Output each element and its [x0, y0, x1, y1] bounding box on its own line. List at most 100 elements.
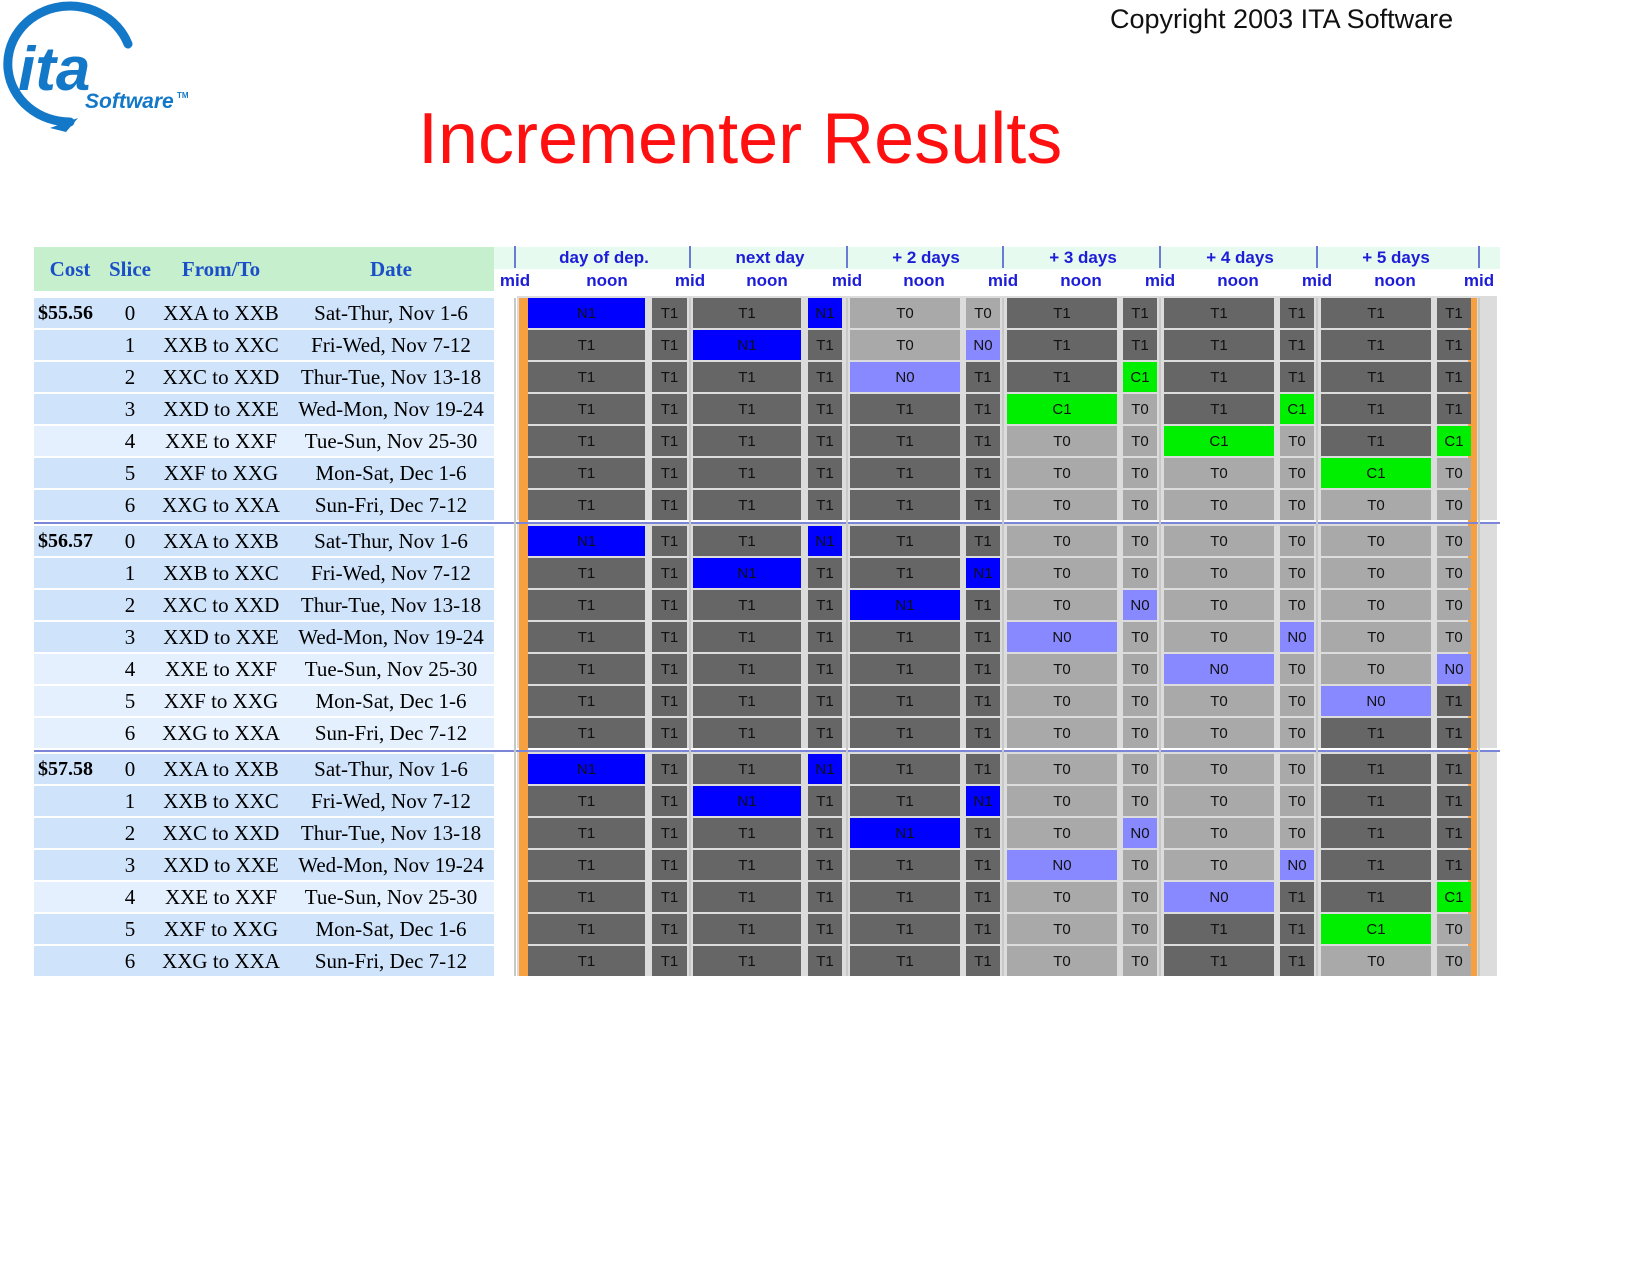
date-label: Sun-Fri, Dec 7-12 [314, 721, 468, 745]
fare-cell-bg [850, 526, 960, 556]
fare-cell-bg [652, 526, 687, 556]
fare-cell-bg [1321, 946, 1431, 976]
fare-cell-bg [1437, 850, 1471, 880]
fare-cell: T1 [1445, 760, 1463, 778]
date-label: Mon-Sat, Dec 1-6 [315, 917, 467, 941]
fare-cell-bg [1437, 330, 1471, 360]
mid-label-2: mid [831, 271, 863, 290]
slice-number: 4 [124, 429, 136, 453]
fare-cell: T1 [577, 464, 596, 482]
fare-cell: T0 [1210, 692, 1228, 710]
fare-cell: T1 [1367, 856, 1385, 874]
fare-cell-bg [1123, 850, 1157, 880]
noon-label-0: noon [586, 271, 628, 290]
route-label: XXG to XXA [162, 949, 280, 973]
fare-cell-bg [693, 298, 801, 328]
fare-cell-bg [808, 330, 842, 360]
route-label: XXD to XXE [163, 397, 279, 421]
fare-cell: T1 [660, 464, 679, 482]
fare-cell-bg [693, 818, 801, 848]
fare-cell: T1 [577, 400, 596, 418]
fare-cell: T1 [738, 532, 756, 550]
fare-cell-bg [1007, 654, 1117, 684]
fare-cell-bg [652, 850, 687, 880]
from-to-header: From/To [181, 257, 261, 281]
fare-cell-bg [1280, 622, 1314, 652]
fare-cell: T1 [974, 824, 992, 842]
fare-cell-bg [652, 426, 687, 456]
slice-number: 5 [124, 689, 136, 713]
fare-cell-bg [528, 330, 645, 360]
fare-cell: T1 [660, 792, 679, 810]
fare-cell-bg [1321, 622, 1431, 652]
date-label: Wed-Mon, Nov 19-24 [298, 397, 484, 421]
mid-label-0: mid [499, 271, 531, 290]
fare-cell-bg [1164, 850, 1274, 880]
fare-cell: T1 [1210, 336, 1228, 354]
fare-cell: T1 [1131, 304, 1149, 322]
fare-cell: T0 [1367, 660, 1385, 678]
fare-cell: N0 [1287, 628, 1307, 646]
left-orange-edge [519, 298, 528, 976]
fare-cell: T1 [577, 596, 596, 614]
fare-cell-bg [850, 426, 960, 456]
fare-cell: C1 [1444, 432, 1464, 450]
fare-cell: T1 [577, 792, 596, 810]
fare-cell-bg [1280, 458, 1314, 488]
fare-cell: T0 [1053, 824, 1071, 842]
fare-cell-bg [1280, 754, 1314, 784]
fare-cell: T0 [1053, 464, 1071, 482]
fare-cell-bg [1164, 914, 1274, 944]
route-label: XXF to XXG [163, 689, 279, 713]
fare-cell-bg [808, 558, 842, 588]
fare-cell: T0 [896, 336, 914, 354]
fare-cell-bg [1164, 298, 1274, 328]
fare-cell: T1 [896, 856, 914, 874]
slice-number: 0 [124, 757, 136, 781]
date-label: Fri-Wed, Nov 7-12 [311, 561, 471, 585]
fare-cell: N1 [895, 824, 915, 842]
fare-cell-bg [693, 786, 801, 816]
left-row-bg [34, 946, 494, 976]
fare-cell-bg [850, 882, 960, 912]
fare-cell-bg [1280, 330, 1314, 360]
fare-cell-bg [808, 590, 842, 620]
fare-cell-bg [652, 686, 687, 716]
fare-cell: T1 [1367, 304, 1385, 322]
fare-cell-bg [850, 394, 960, 424]
fare-cell-bg [1007, 590, 1117, 620]
fare-cell: T1 [738, 400, 756, 418]
fare-cell: T1 [577, 952, 596, 970]
fare-cell: T0 [1131, 464, 1149, 482]
fare-cell: T0 [1288, 792, 1306, 810]
slice-number: 3 [124, 397, 136, 421]
fare-cell-bg [652, 490, 687, 520]
fare-cell-bg [1437, 622, 1471, 652]
fare-cell: T1 [1367, 368, 1385, 386]
left-row-bg [34, 458, 494, 488]
left-row-bg [34, 298, 494, 328]
fare-cell: T0 [1131, 660, 1149, 678]
fare-cell-bg [1164, 786, 1274, 816]
fare-cell-bg [1437, 526, 1471, 556]
fare-cell: T0 [1210, 532, 1228, 550]
fare-cell: T1 [660, 660, 679, 678]
noon-label-3: noon [1060, 271, 1102, 290]
fare-cell-bg [1164, 426, 1274, 456]
fare-cell: T1 [660, 596, 679, 614]
fare-cell: T1 [816, 824, 834, 842]
fare-cell: T0 [1445, 496, 1463, 514]
fare-cell-bg [808, 458, 842, 488]
fare-cell: T0 [1210, 564, 1228, 582]
fare-cell: T1 [660, 952, 679, 970]
right-orange-edge [1468, 298, 1477, 976]
fare-cell-bg [1437, 686, 1471, 716]
fare-cell-bg [1007, 718, 1117, 748]
fare-cell: T1 [974, 920, 992, 938]
fare-cell: T0 [1288, 760, 1306, 778]
fare-cell: T0 [1053, 792, 1071, 810]
fare-cell-bg [1007, 946, 1117, 976]
fare-cell: T1 [1367, 724, 1385, 742]
fare-cell: T1 [896, 496, 914, 514]
